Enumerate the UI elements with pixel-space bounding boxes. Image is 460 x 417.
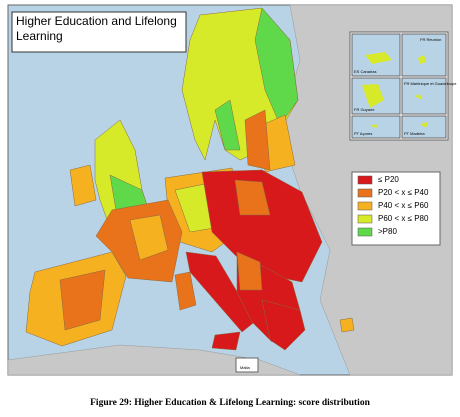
legend: ≤ P20 P20 < x ≤ P40 P40 < x ≤ P60 P60 < x ≤… [357,175,429,237]
legend-swatch [357,227,373,237]
legend-label: P20 < x ≤ P40 [378,188,429,197]
title-holder: Higher Education and Lifelong Learning [16,14,177,43]
map-title: Higher Education and Lifelong Learning [16,14,177,43]
legend-label: ≤ P20 [378,175,399,184]
legend-swatch [357,214,373,224]
inset-label: FR Réunion [420,37,441,42]
inset-label: PT Açores [354,131,372,136]
inset-label: ES Canarias [354,69,376,74]
malta-inset [235,357,259,373]
regions [25,7,355,351]
inset-label: Malta [240,365,251,370]
legend-label: P60 < x ≤ P80 [378,214,429,223]
legend-label: P40 < x ≤ P60 [378,201,429,210]
legend-swatch [357,201,373,211]
title-box [11,11,187,53]
legend-swatch [357,188,373,198]
legend-label: >P80 [378,227,397,236]
caption: Figure 29: Higher Education & Lifelong L… [90,398,370,408]
insets: ES Canarias FR Réunion FR Guyane FR Mart… [351,33,457,139]
inset-label: FR Guyane [354,107,375,112]
inset-label: FR Martinique et Guadeloupe [404,81,457,86]
legend-swatch [357,175,373,185]
inset-label: PT Madeira [404,131,425,136]
